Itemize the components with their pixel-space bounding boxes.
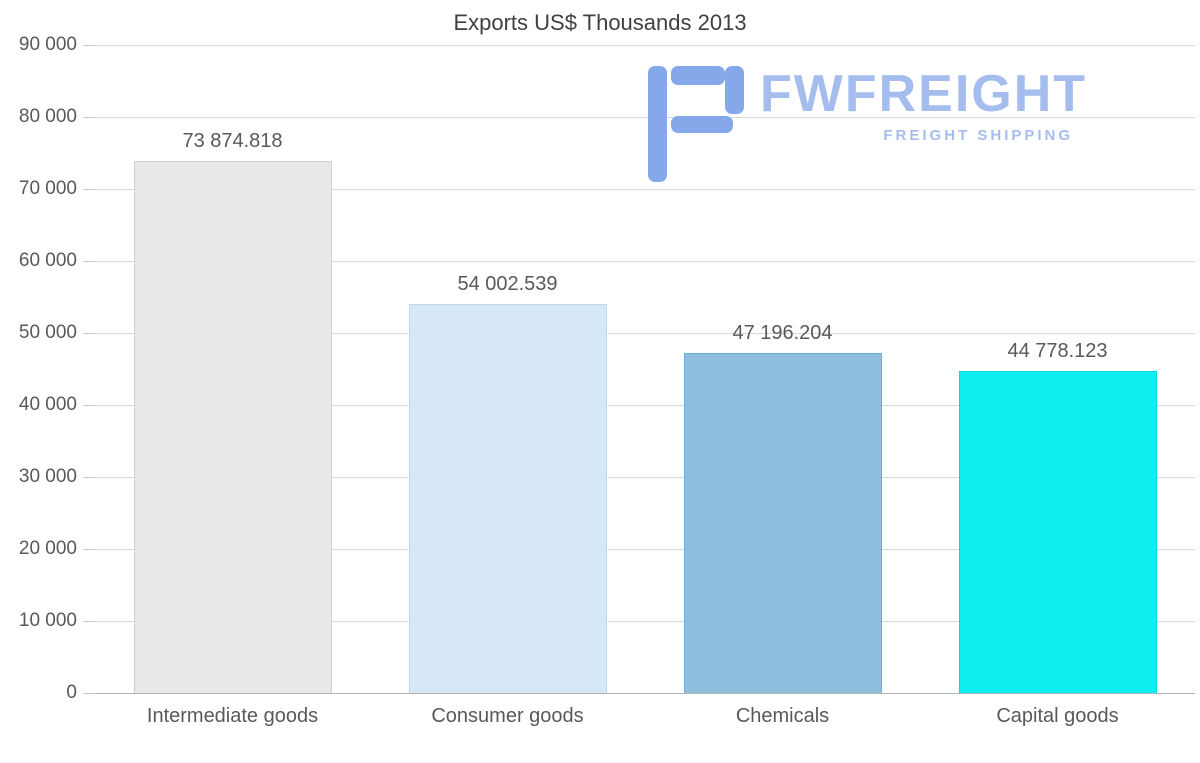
y-tick-mark (83, 116, 95, 118)
y-tick-label: 90 000 (18, 34, 77, 55)
bar-chemicals (683, 353, 882, 693)
y-tick-mark (83, 692, 95, 694)
y-tick-label: 80 000 (18, 106, 77, 128)
y-tick-label: 50 000 (18, 322, 77, 343)
y-tick-mark (83, 44, 95, 46)
chart-title: Exports US$ Thousands 2013 (453, 10, 747, 35)
y-tick-mark (83, 332, 95, 334)
x-axis-label-chemicals: Chemicals (735, 705, 830, 727)
y-tick-mark (83, 188, 95, 190)
bar-capital-goods (958, 370, 1157, 693)
y-tick-label: 70 000 (18, 178, 77, 199)
y-tick-mark (83, 260, 95, 262)
bar-intermediate-goods (133, 161, 332, 693)
y-tick-mark (83, 404, 95, 406)
bar-value-label-capital-goods: 44 778.123 (1007, 339, 1108, 362)
y-tick-mark (83, 476, 95, 478)
x-axis-label-consumer-goods: Consumer goods (431, 705, 584, 727)
gridline (95, 332, 1195, 334)
gridline (95, 44, 1195, 46)
gridline (95, 620, 1195, 622)
gridline (95, 404, 1195, 406)
bar-value-label-consumer-goods: 54 002.539 (457, 273, 558, 296)
y-tick-label: 60 000 (18, 250, 77, 272)
y-tick-mark (83, 548, 95, 550)
gridline (95, 692, 1195, 694)
bar-value-label-intermediate-goods: 73 874.818 (182, 130, 283, 153)
x-axis-label-capital-goods: Capital goods (996, 705, 1119, 727)
gridline (95, 188, 1195, 190)
gridline (95, 476, 1195, 478)
gridline (95, 116, 1195, 118)
x-axis-label-intermediate-goods: Intermediate goods (146, 705, 319, 727)
y-tick-label: 40 000 (18, 394, 77, 416)
gridline (95, 548, 1195, 550)
y-tick-label: 20 000 (18, 538, 77, 560)
gridline (95, 260, 1195, 262)
y-tick-label: 10 000 (18, 610, 77, 632)
bar-consumer-goods (408, 304, 607, 693)
y-tick-label: 30 000 (18, 466, 77, 488)
bar-value-label-chemicals: 47 196.204 (732, 322, 833, 345)
y-tick-label: 0 (66, 682, 77, 703)
plot-area: 0 10 000 20 000 30 000 40 000 50 000 60 000 70 … (19, 34, 1195, 727)
y-tick-mark (83, 620, 95, 622)
